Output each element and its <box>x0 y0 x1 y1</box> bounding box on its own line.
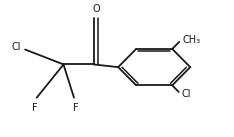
Text: F: F <box>32 103 38 113</box>
Text: O: O <box>92 4 100 14</box>
Text: Cl: Cl <box>11 42 21 52</box>
Text: CH₃: CH₃ <box>182 35 200 45</box>
Text: F: F <box>73 103 79 113</box>
Text: Cl: Cl <box>181 89 191 99</box>
